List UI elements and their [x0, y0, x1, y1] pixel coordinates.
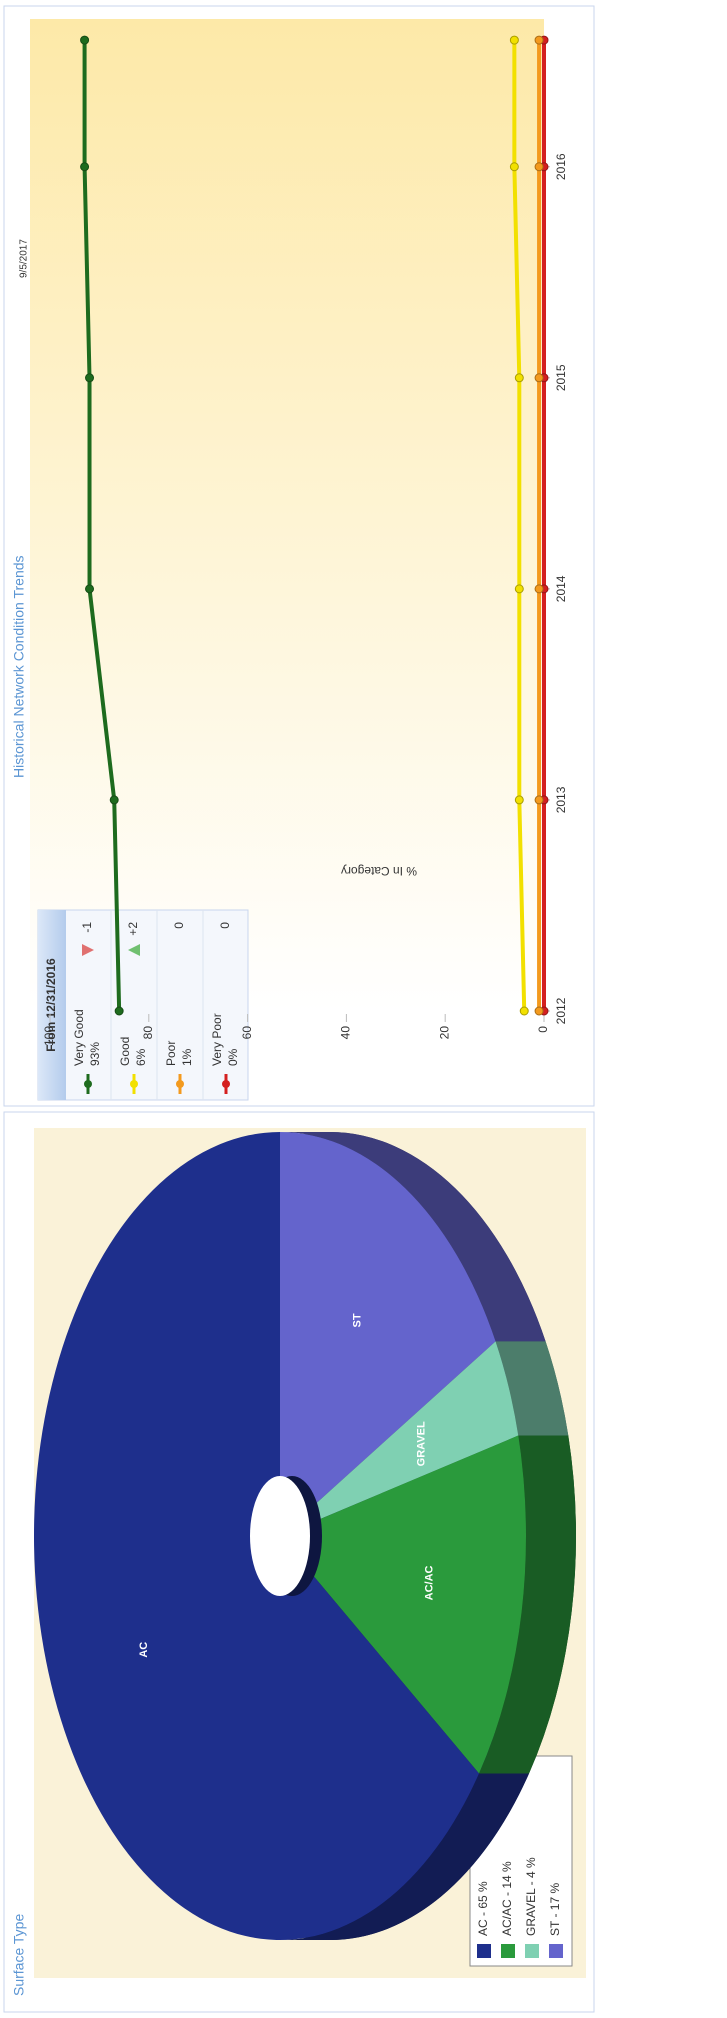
- trend-title: Historical Network Condition Trends: [11, 555, 27, 778]
- legend-swatch: [501, 1944, 515, 1958]
- legend-label: GRAVEL - 4 %: [524, 1857, 538, 1936]
- series-point: [85, 373, 95, 383]
- change-up-icon: [128, 944, 140, 956]
- table-change: +2: [126, 922, 140, 936]
- series-point: [109, 795, 119, 805]
- y-tick-label: 40: [339, 1026, 353, 1040]
- x-tick-label: 2016: [554, 153, 568, 180]
- pie-title: Surface Type: [11, 1914, 27, 1996]
- series-point: [80, 35, 90, 45]
- series-point: [514, 373, 524, 383]
- series-line: [512, 40, 527, 1012]
- table-name: Very Poor: [210, 1013, 224, 1066]
- pie-hole: [250, 1476, 310, 1596]
- table-percent: 93%: [88, 1042, 102, 1066]
- table-icon-dot: [130, 1080, 138, 1088]
- series-point: [514, 584, 524, 594]
- pie-side: [280, 1132, 546, 1342]
- series-point: [534, 584, 544, 594]
- table-name: Good: [118, 1037, 132, 1066]
- series-point: [519, 1006, 529, 1016]
- pie-slice: [280, 1341, 519, 1536]
- series-point: [534, 795, 544, 805]
- change-down-icon: [82, 944, 94, 956]
- pie-side: [495, 1341, 569, 1436]
- table-change: 0: [218, 922, 232, 929]
- legend-label: ST - 17 %: [548, 1883, 562, 1936]
- series-point: [114, 1006, 124, 1016]
- table-name: Very Good: [72, 1009, 86, 1066]
- plot-area: [30, 19, 544, 1011]
- table-icon-dot: [84, 1080, 92, 1088]
- table-percent: 0%: [226, 1048, 240, 1066]
- y-tick-label: 0: [536, 1026, 550, 1033]
- table-icon-dot: [222, 1080, 230, 1088]
- x-tick-label: 2015: [554, 364, 568, 391]
- table-change: 0: [172, 922, 186, 929]
- slice-label: AC/AC: [424, 1565, 436, 1600]
- date-label: 9/5/2017: [19, 239, 30, 278]
- table-change: -1: [80, 922, 94, 933]
- legend-swatch: [549, 1944, 563, 1958]
- table-header: [38, 910, 66, 1100]
- series-point: [514, 795, 524, 805]
- table-percent: 6%: [134, 1048, 148, 1066]
- pie-slice: [280, 1435, 526, 1774]
- legend-label: AC - 65 %: [476, 1881, 490, 1936]
- x-tick-label: 2012: [554, 997, 568, 1024]
- series-line: [82, 40, 122, 1012]
- condition-table: [37, 909, 249, 1101]
- series-point: [509, 162, 519, 172]
- table-header-text: From 12/31/2016: [44, 958, 58, 1052]
- table-icon-dot: [176, 1080, 184, 1088]
- legend-swatch: [525, 1944, 539, 1958]
- series-point: [534, 373, 544, 383]
- slice-label: GRAVEL: [416, 1421, 428, 1466]
- table-percent: 1%: [180, 1048, 194, 1066]
- x-tick-label: 2014: [554, 575, 568, 602]
- y-tick-label: 60: [240, 1026, 254, 1040]
- legend-label: AC/AC - 14 %: [500, 1861, 514, 1936]
- y-axis-label: % In Category: [341, 864, 417, 878]
- pie-side: [280, 1773, 530, 1940]
- slice-label: AC: [138, 1642, 150, 1658]
- series-point: [534, 162, 544, 172]
- legend-swatch: [477, 1944, 491, 1958]
- pie-side: [479, 1435, 576, 1774]
- y-tick-label: 20: [437, 1026, 451, 1040]
- y-tick-label: 80: [141, 1026, 155, 1040]
- pie-slice: [280, 1132, 496, 1536]
- series-point: [534, 1006, 544, 1016]
- series-point: [80, 162, 90, 172]
- x-tick-label: 2013: [554, 786, 568, 813]
- series-point: [534, 35, 544, 45]
- y-tick-label: 100: [42, 1026, 56, 1046]
- series-point: [509, 35, 519, 45]
- table-name: Poor: [164, 1041, 178, 1066]
- slice-label: ST: [352, 1313, 364, 1327]
- series-point: [85, 584, 95, 594]
